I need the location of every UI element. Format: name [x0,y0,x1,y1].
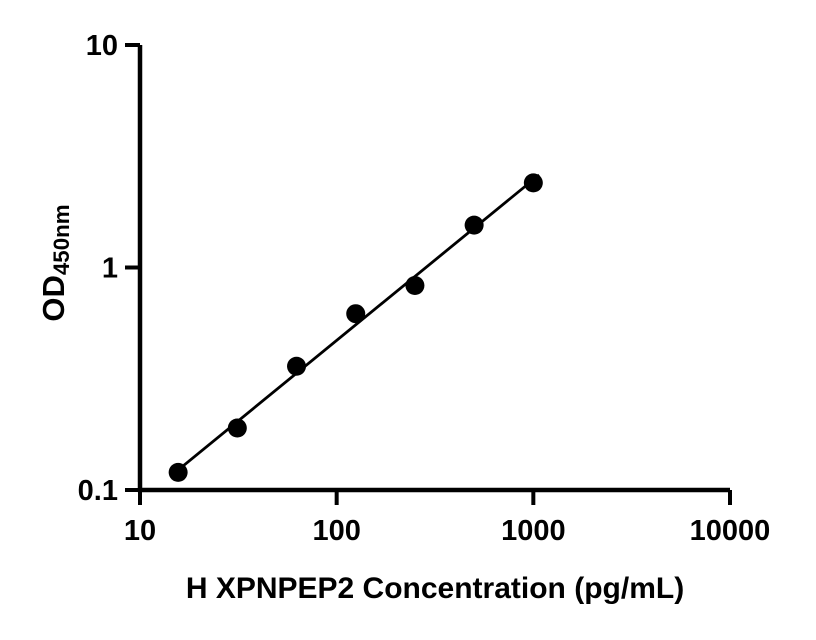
y-tick-label: 0.1 [78,475,118,507]
data-point [227,418,247,438]
axes [137,45,730,493]
x-tick-label: 1000 [501,515,566,547]
data-point [523,173,543,193]
data-point [287,356,307,376]
y-axis-title: OD450nm [34,201,74,325]
x-tick-label: 10000 [690,515,771,547]
y-axis-title-sub: 450nm [48,204,74,276]
data-point [346,304,366,324]
x-tick-label: 100 [312,515,360,547]
y-axis-title-main: OD [36,275,71,322]
x-tick-label: 10 [124,515,156,547]
y-tick-label: 10 [86,30,118,62]
y-tick-label: 1 [102,253,118,285]
x-axis-title: H XPNPEP2 Concentration (pg/mL) [185,572,685,605]
data-point [168,462,188,482]
data-point [464,215,484,235]
data-point [405,276,425,296]
